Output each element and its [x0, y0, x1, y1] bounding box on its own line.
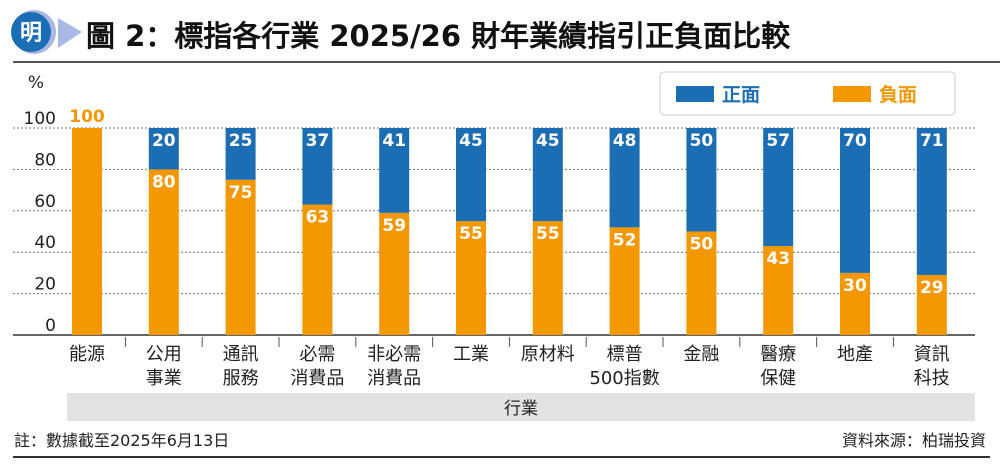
data-label-positive: 45: [536, 131, 560, 151]
data-label-negative: 55: [536, 224, 560, 244]
data-label-positive: 70: [843, 131, 867, 151]
legend-swatch-negative: [833, 86, 871, 102]
data-label-positive: 25: [229, 131, 253, 151]
x-tick-label: 服務: [223, 368, 259, 389]
bar-negative: [456, 221, 486, 335]
x-axis-band: [67, 393, 975, 421]
bar-negative: [840, 272, 870, 335]
x-tick-label: 資訊: [914, 344, 950, 365]
x-tick-label: 事業: [146, 368, 182, 389]
y-tick-label: 80: [34, 150, 56, 170]
bar-positive: [456, 128, 486, 222]
x-tick-label: 非必需: [367, 344, 421, 365]
y-tick-label: 100: [24, 109, 56, 129]
bar-negative: [148, 169, 179, 335]
bar-negative: [763, 245, 794, 335]
legend-label-positive: 正面: [722, 84, 760, 106]
x-tick-label: 標普: [607, 344, 643, 365]
x-axis-label: 行業: [504, 399, 538, 419]
y-axis-label: %: [28, 73, 44, 93]
data-label-positive: 57: [766, 131, 790, 151]
bar-negative: [532, 221, 563, 335]
x-tick-label: 保健: [760, 368, 796, 389]
data-label-negative: 29: [920, 278, 944, 298]
bar-positive: [532, 128, 563, 222]
data-label-positive: 45: [459, 131, 483, 151]
data-label-negative: 80: [152, 172, 176, 192]
bar-negative: [302, 204, 333, 335]
data-label-negative: 63: [306, 208, 330, 228]
bar-positive: [916, 128, 947, 275]
chart-title: 圖 2：標指各行業 2025/26 財年業績指引正負面比較: [86, 19, 791, 53]
data-label-negative: 43: [766, 249, 790, 269]
footnote: 註：數據截至2025年6月13日: [14, 431, 229, 450]
logo: 明: [11, 10, 82, 54]
data-label-positive: 20: [152, 131, 176, 151]
x-tick-label: 科技: [914, 368, 950, 389]
x-tick-label: 必需: [299, 344, 335, 365]
y-tick-label: 40: [34, 233, 56, 253]
legend-swatch-positive: [676, 86, 714, 102]
data-label-positive: 50: [690, 131, 714, 151]
bar-positive: [686, 128, 717, 232]
y-tick-label: 20: [34, 275, 56, 295]
logo-text: 明: [20, 21, 42, 46]
data-label-negative: 100: [69, 107, 105, 127]
legend-box: [659, 71, 956, 116]
x-tick-label: 金融: [683, 344, 719, 365]
bar-positive: [302, 128, 333, 205]
data-label-negative: 59: [382, 216, 406, 236]
data-label-negative: 50: [690, 235, 714, 255]
data-label-negative: 52: [613, 230, 637, 250]
data-label-negative: 55: [459, 224, 483, 244]
bar-positive: [763, 128, 794, 246]
x-tick-label: 消費品: [290, 368, 344, 389]
bar-negative: [916, 274, 947, 335]
data-label-positive: 41: [382, 131, 406, 151]
data-label-positive: 48: [613, 131, 637, 151]
x-tick-label: 公用: [146, 344, 182, 365]
bar-positive: [225, 128, 256, 180]
bar-positive: [148, 128, 179, 170]
bar-negative: [72, 128, 102, 335]
bar-negative: [379, 212, 410, 335]
data-label-positive: 37: [306, 131, 330, 151]
legend-label-negative: 負面: [879, 83, 917, 106]
data-label-positive: 71: [920, 131, 944, 151]
legend: 正面 負面: [659, 71, 956, 116]
y-tick-label: 60: [34, 192, 56, 212]
bar-positive: [379, 128, 410, 213]
x-tick-label: 原材料: [521, 344, 575, 365]
x-tick-label: 消費品: [367, 368, 421, 389]
x-tick-label: 500指數: [589, 368, 659, 389]
data-label-negative: 30: [843, 276, 867, 296]
bar-negative: [686, 231, 717, 335]
bar-negative: [225, 179, 256, 335]
x-tick-label: 工業: [453, 344, 489, 365]
bar-negative: [609, 227, 640, 335]
x-tick-label: 醫療: [760, 344, 796, 365]
bar-positive: [609, 128, 640, 228]
data-label-negative: 75: [229, 183, 253, 203]
source-note: 資料來源：柏瑞投資: [842, 431, 986, 450]
y-tick-label: 0: [45, 316, 56, 336]
bar-positive: [840, 128, 870, 273]
x-tick-label: 能源: [69, 344, 105, 365]
x-tick-label: 通訊: [223, 344, 259, 365]
x-tick-label: 地產: [837, 344, 873, 365]
